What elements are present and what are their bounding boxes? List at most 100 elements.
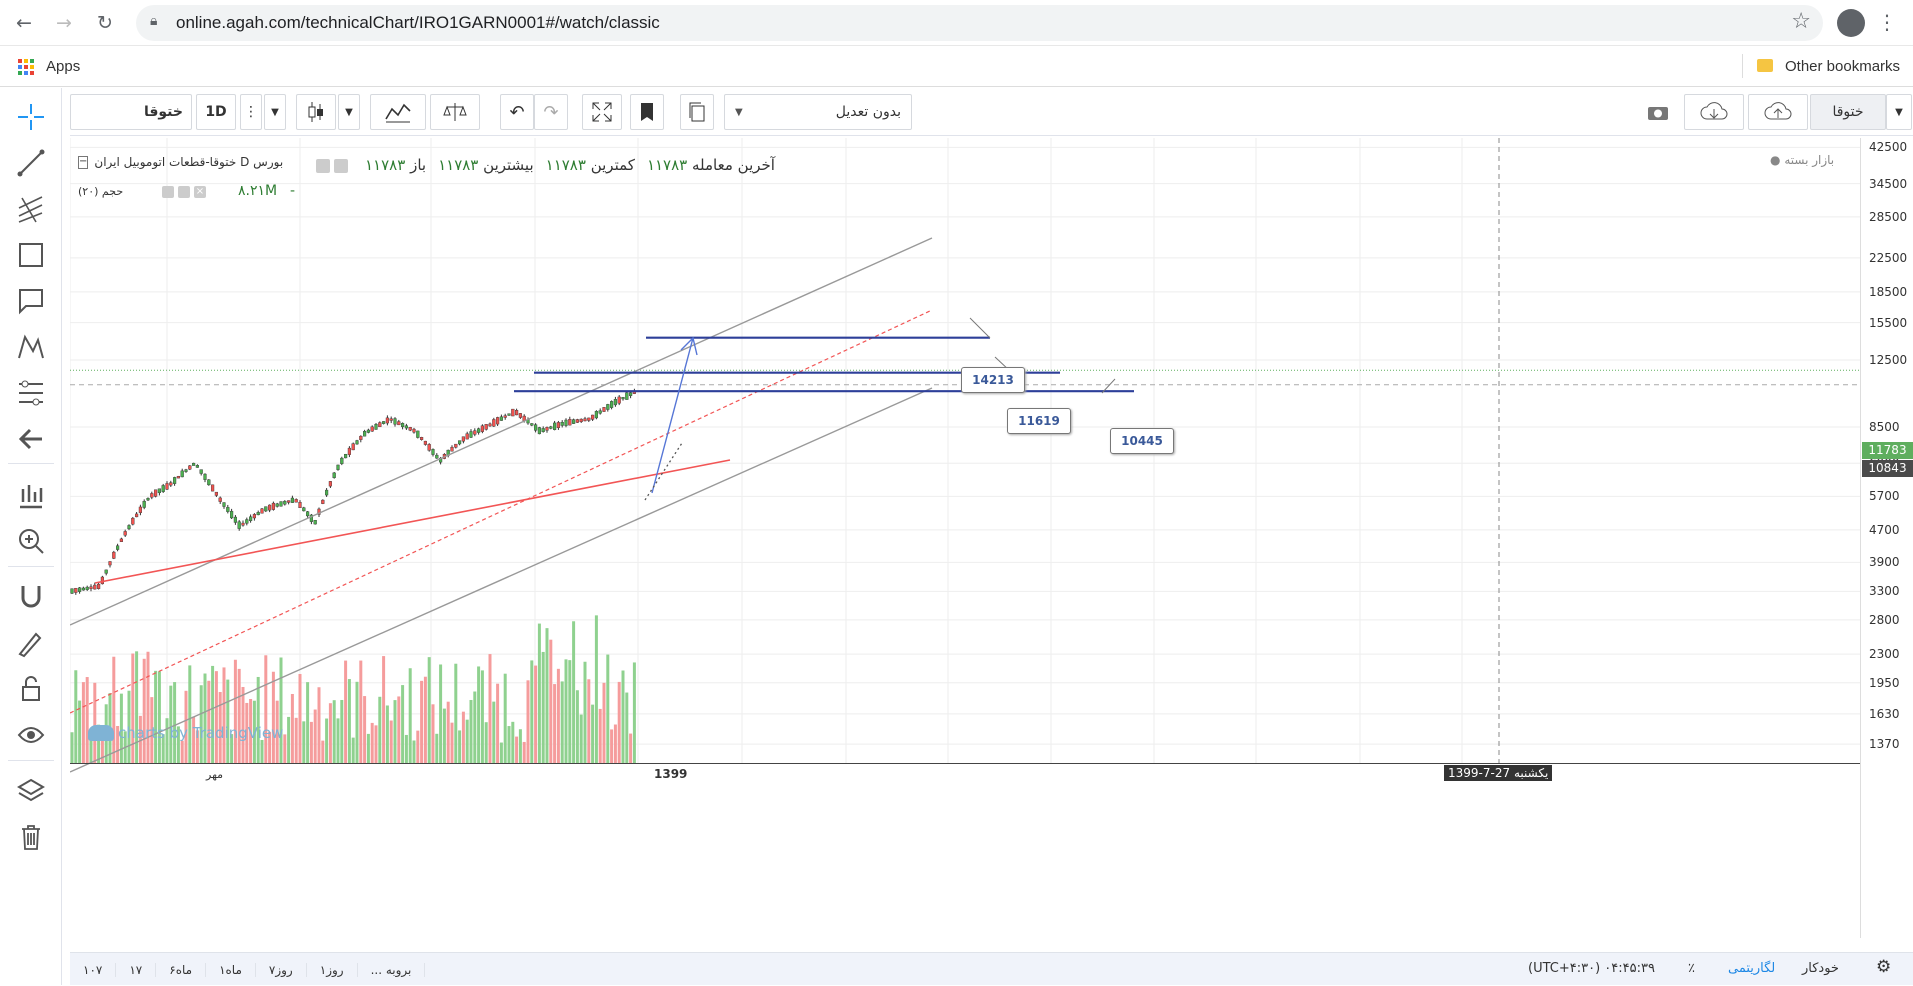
rectangle-icon[interactable] [14,238,48,272]
arrow-left-icon[interactable] [14,422,48,456]
indicators-icon[interactable] [370,94,426,130]
volume-bar [351,737,355,763]
volume-bar [431,704,435,763]
volume-bar [173,682,177,763]
volume-bar [230,734,234,763]
measure-icon[interactable] [14,478,48,512]
range-button[interactable]: روز۷ [256,962,307,977]
symbol-search[interactable]: ختوقا [70,94,192,130]
eye-icon[interactable] [14,718,48,752]
auto-toggle[interactable]: خودکار [1802,961,1839,976]
range-button[interactable]: ۱۰۷ [70,962,117,977]
profile-icon[interactable] [1837,9,1865,37]
candle-body [370,426,374,432]
volume-bar [169,685,173,763]
lock-icon[interactable] [14,672,48,706]
percent-toggle[interactable]: ٪ [1688,961,1695,976]
volume-bar [146,651,150,763]
candle-body [579,418,583,422]
candle-body [385,417,389,424]
magnet-icon[interactable] [14,580,48,614]
volume-bar [256,676,260,763]
annotation-10445[interactable]: 10445 [1110,428,1174,454]
more-icon[interactable]: ⋮ [240,94,262,130]
chart-pane[interactable]: − بورس D ختوقا-قطعات اتوموبیل ایران آخری… [70,138,1860,938]
camera-icon[interactable] [1638,94,1678,130]
red-trend-line [94,459,731,584]
volume-bar [591,704,595,763]
candle-body [267,504,272,511]
undo-icon[interactable]: ↶ [500,94,534,130]
compare-icon[interactable] [430,94,480,130]
chart-type-dropdown-icon[interactable]: ▼ [338,94,360,130]
time-label-mehr: مهر [206,768,224,781]
bookmark-icon[interactable] [630,94,664,130]
layers-icon[interactable] [14,774,48,808]
back-icon[interactable]: ← [16,12,32,34]
redo-icon[interactable]: ↷ [534,94,568,130]
volume-bar [135,651,139,763]
pattern-icon[interactable] [14,330,48,364]
volume-bar [150,697,154,763]
callout-icon[interactable] [14,284,48,318]
range-button[interactable]: ۶ماه [156,962,207,977]
price-axis[interactable]: 4250034500285002250018500155001250085006… [1860,138,1913,938]
menu-icon[interactable]: ⋮ [1877,10,1897,34]
volume-bar [188,665,192,763]
candle-body [210,484,215,492]
candle-body [602,407,606,412]
interval-button[interactable]: 1D [196,94,236,130]
annotation-14213[interactable]: 14213 [961,367,1025,393]
forward-icon[interactable]: → [56,12,72,34]
copy-icon[interactable] [680,94,714,130]
address-bar[interactable]: 🔒︎ online.agah.com/technicalChart/IRO1GA… [136,5,1823,41]
fullscreen-icon[interactable] [582,94,622,130]
download-cloud-icon[interactable] [1684,94,1744,130]
trend-line-icon[interactable] [14,146,48,180]
volume-bar [283,734,287,763]
layout-symbol[interactable]: ختوقا [1810,94,1886,130]
volume-bar [393,700,397,763]
range-button[interactable]: ۱ماه [206,962,256,977]
candles-icon[interactable] [296,94,336,130]
candle-body [195,465,199,468]
volume-visibility-icon[interactable] [162,186,174,198]
interval-dropdown-icon[interactable]: ▼ [264,94,286,130]
reload-icon[interactable]: ↻ [97,12,113,34]
volume-bar [93,682,97,763]
volume-bar [370,722,374,763]
gear-icon[interactable]: ⚙ [1876,957,1892,977]
settings-icon[interactable] [334,159,348,173]
volume-bar [507,726,511,763]
pitchfork-icon[interactable] [14,192,48,226]
fib-icon[interactable] [14,376,48,410]
zoom-icon[interactable] [14,524,48,558]
apps-icon[interactable] [18,59,34,75]
apps-link[interactable]: Apps [46,58,81,75]
range-button[interactable]: ... بروبه [358,962,426,977]
candle-body [169,482,173,486]
volume-bar [473,691,477,763]
range-button[interactable]: روز۱ [307,962,358,977]
volume-bar [211,665,215,763]
pencil-lock-icon[interactable] [14,626,48,660]
range-button[interactable]: ۱۷ [116,962,157,977]
trash-icon[interactable] [14,820,48,854]
star-icon[interactable]: ☆ [1791,9,1811,34]
crosshair-icon[interactable] [14,100,48,134]
annotation-11619[interactable]: 11619 [1007,408,1071,434]
log-toggle[interactable]: لگاریتمی [1728,961,1776,976]
volume-close-icon[interactable]: × [194,186,206,198]
chart-canvas[interactable] [70,138,1860,938]
volume-bar [97,724,101,763]
layout-dropdown-icon[interactable]: ▼ [1886,94,1912,130]
adjustment-dropdown[interactable]: ▼ بدون تعدیل [724,94,912,130]
candle-body [305,511,310,517]
upload-cloud-icon[interactable] [1748,94,1808,130]
candle-body [450,446,454,452]
other-bookmarks-link[interactable]: Other bookmarks [1785,58,1901,75]
visibility-icon[interactable] [316,159,330,173]
volume-bar [245,702,249,763]
collapse-icon[interactable]: − [78,155,89,169]
volume-settings-icon[interactable] [178,186,190,198]
